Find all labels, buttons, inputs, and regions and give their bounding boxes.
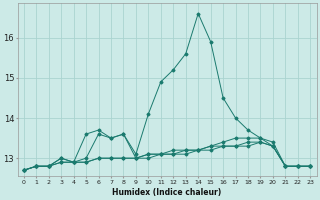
X-axis label: Humidex (Indice chaleur): Humidex (Indice chaleur) — [112, 188, 222, 197]
